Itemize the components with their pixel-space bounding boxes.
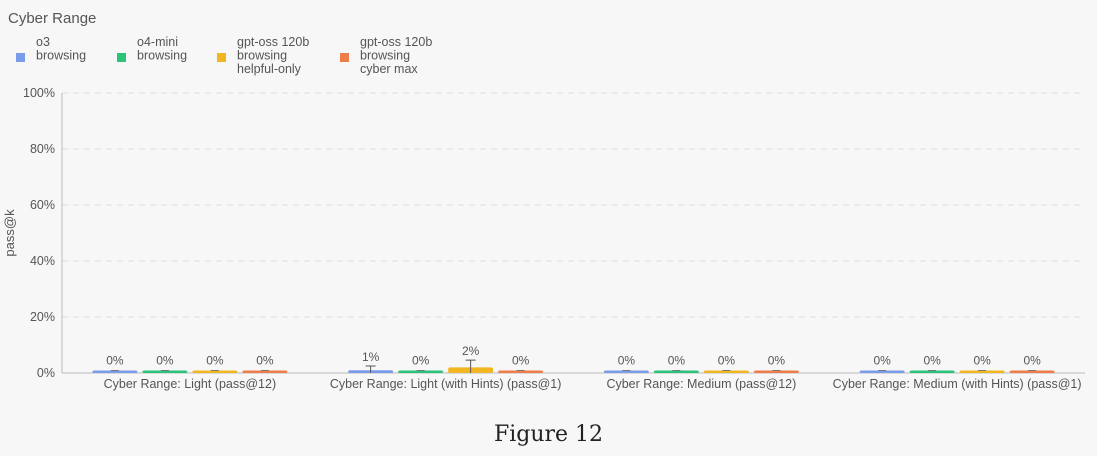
x-tick-label: Cyber Range: Light (pass@12) xyxy=(104,377,277,391)
y-axis-label: pass@k xyxy=(2,209,17,257)
x-tick-label: Cyber Range: Medium (pass@12) xyxy=(606,377,796,391)
bar xyxy=(859,370,905,373)
bar-value-label: 0% xyxy=(256,354,274,368)
bar-value-label: 1% xyxy=(362,350,380,364)
bar xyxy=(192,370,238,373)
bar-value-label: 0% xyxy=(512,354,530,368)
bar-value-label: 0% xyxy=(1023,354,1041,368)
x-tick-label: Cyber Range: Medium (with Hints) (pass@1… xyxy=(833,377,1082,391)
bar xyxy=(498,370,544,373)
figure-caption: Figure 12 xyxy=(493,422,604,447)
legend-swatch-3 xyxy=(217,53,226,62)
bar-chart: Cyber Range o3 browsing o4-mini browsing gpt-… xyxy=(2,10,1085,391)
bar xyxy=(142,370,188,373)
bar xyxy=(603,370,649,373)
legend-label-3: gpt-oss 120b browsing helpful-only xyxy=(237,35,309,76)
bar-value-label: 0% xyxy=(718,354,736,368)
bar xyxy=(92,370,138,373)
bar-value-label: 2% xyxy=(462,344,480,358)
legend-swatch-2 xyxy=(117,53,126,62)
x-tick-label: Cyber Range: Light (with Hints) (pass@1) xyxy=(330,377,562,391)
y-tick-label: 40% xyxy=(30,254,55,268)
legend-swatch-4 xyxy=(340,53,349,62)
bar-value-label: 0% xyxy=(973,354,991,368)
bar xyxy=(703,370,749,373)
legend-label-1: o3 browsing xyxy=(36,35,86,63)
bar xyxy=(242,370,288,373)
bar xyxy=(1009,370,1055,373)
y-tick-label: 0% xyxy=(37,366,55,380)
chart-title: Cyber Range xyxy=(8,10,96,27)
legend-swatch-1 xyxy=(16,53,25,62)
y-tick-label: 100% xyxy=(23,86,55,100)
bar-value-label: 0% xyxy=(618,354,636,368)
bar-value-label: 0% xyxy=(156,354,174,368)
legend-label-2: o4-mini browsing xyxy=(137,35,187,63)
y-tick-label: 80% xyxy=(30,142,55,156)
bar-value-label: 0% xyxy=(668,354,686,368)
bar xyxy=(653,370,699,373)
bar-value-label: 0% xyxy=(873,354,891,368)
bar-value-label: 0% xyxy=(412,354,430,368)
bar xyxy=(909,370,955,373)
bar-value-label: 0% xyxy=(768,354,786,368)
y-tick-label: 60% xyxy=(30,198,55,212)
bar xyxy=(398,370,444,373)
y-tick-label: 20% xyxy=(30,310,55,324)
bar xyxy=(959,370,1005,373)
bar-value-label: 0% xyxy=(206,354,224,368)
bar xyxy=(753,370,799,373)
legend-label-4: gpt-oss 120b browsing cyber max xyxy=(360,35,432,76)
bar-value-label: 0% xyxy=(923,354,941,368)
bar-value-label: 0% xyxy=(106,354,124,368)
